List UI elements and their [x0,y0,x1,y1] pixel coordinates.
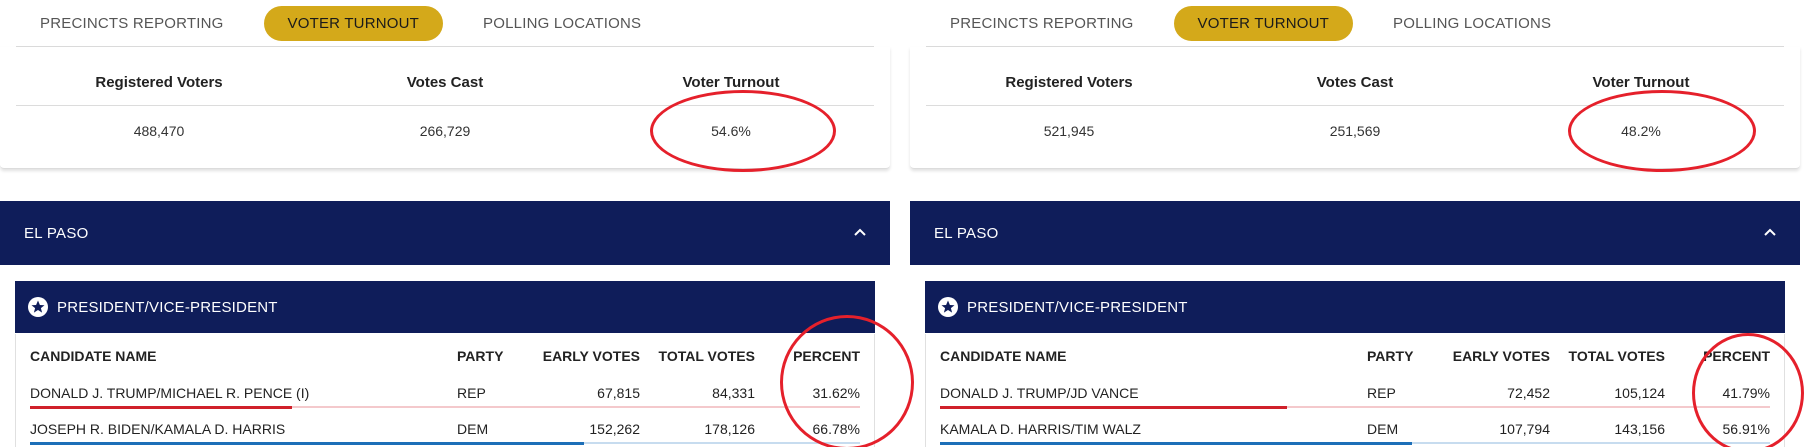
candidate-name: DONALD J. TRUMP/MICHAEL R. PENCE (I) [30,385,310,401]
percent: 56.91% [1722,421,1770,437]
tab-polling-locations[interactable]: POLLING LOCATIONS [483,14,642,32]
county-header[interactable]: EL PASO [0,201,890,265]
tab-voter-turnout[interactable]: VOTER TURNOUT [1173,5,1354,41]
voter-turnout-value: 48.2% [1621,123,1661,139]
early-votes: 67,815 [597,385,640,401]
candidate-name: JOSEPH R. BIDEN/KAMALA D. HARRIS [30,421,286,437]
early-votes: 107,794 [1499,421,1550,437]
col-total-votes: TOTAL VOTES [1568,348,1665,364]
col-party: PARTY [457,348,504,364]
race-header: PRESIDENT/VICE-PRESIDENT [925,281,1785,333]
table-header: CANDIDATE NAME PARTY EARLY VOTES TOTAL V… [30,344,860,368]
tab-polling-locations[interactable]: POLLING LOCATIONS [1393,14,1552,32]
turnout-card: Registered Voters Votes Cast Voter Turno… [910,47,1800,169]
race-header: PRESIDENT/VICE-PRESIDENT [15,281,875,333]
registered-voters-value: 521,945 [1043,123,1095,139]
divider [926,105,1784,106]
vote-share-track [1412,442,1770,444]
col-early-votes: EARLY VOTES [542,348,640,364]
vote-share-fill [30,442,585,445]
col-total-votes: TOTAL VOTES [658,348,755,364]
votes-cast-header: Votes Cast [1316,73,1394,91]
results-table: CANDIDATE NAME PARTY EARLY VOTES TOTAL V… [15,334,875,447]
divider [16,105,874,106]
vote-share-bar [940,406,1770,409]
votes-cast-header: Votes Cast [406,73,484,91]
star-badge-icon [28,297,48,317]
registered-voters-value: 488,470 [133,123,185,139]
col-percent: PERCENT [793,348,860,364]
star-badge-icon [938,297,958,317]
total-votes: 105,124 [1614,385,1665,401]
results-table: CANDIDATE NAME PARTY EARLY VOTES TOTAL V… [925,334,1785,447]
candidate-party: DEM [457,421,489,437]
race-title: PRESIDENT/VICE-PRESIDENT [57,298,278,316]
race-title: PRESIDENT/VICE-PRESIDENT [967,298,1188,316]
tab-voter-turnout[interactable]: VOTER TURNOUT [263,5,444,41]
percent: 66.78% [812,421,860,437]
candidate-party: REP [457,385,486,401]
early-votes: 72,452 [1507,385,1550,401]
county-name: EL PASO [934,224,999,242]
results-panel-left: PRECINCTS REPORTING VOTER TURNOUT POLLIN… [0,0,890,447]
candidate-name: KAMALA D. HARRIS/TIM WALZ [940,421,1141,437]
tab-bar: PRECINCTS REPORTING VOTER TURNOUT POLLIN… [16,0,874,47]
turnout-card: Registered Voters Votes Cast Voter Turno… [0,47,890,169]
total-votes: 178,126 [704,421,755,437]
county-name: EL PASO [24,224,89,242]
county-header[interactable]: EL PASO [910,201,1800,265]
candidate-party: DEM [1367,421,1399,437]
tab-precincts-reporting[interactable]: PRECINCTS REPORTING [950,14,1134,32]
percent: 41.79% [1722,385,1770,401]
table-row: DONALD J. TRUMP/MICHAEL R. PENCE (I) REP… [30,380,860,406]
tab-precincts-reporting[interactable]: PRECINCTS REPORTING [40,14,224,32]
voter-turnout-header: Voter Turnout [682,73,780,91]
vote-share-bar [30,406,860,409]
vote-share-bar [940,442,1770,445]
early-votes: 152,262 [589,421,640,437]
table-row: KAMALA D. HARRIS/TIM WALZ DEM 107,794 14… [940,416,1770,442]
votes-cast-value: 251,569 [1329,123,1381,139]
results-panel-right: PRECINCTS REPORTING VOTER TURNOUT POLLIN… [910,0,1800,447]
total-votes: 84,331 [712,385,755,401]
percent: 31.62% [812,385,860,401]
col-party: PARTY [1367,348,1414,364]
vote-share-fill [940,442,1413,445]
votes-cast-value: 266,729 [419,123,471,139]
col-candidate-name: CANDIDATE NAME [30,348,157,364]
vote-share-bar [30,442,860,445]
candidate-name: DONALD J. TRUMP/JD VANCE [940,385,1139,401]
vote-share-track [1286,406,1770,408]
tab-bar: PRECINCTS REPORTING VOTER TURNOUT POLLIN… [926,0,1784,47]
candidate-party: REP [1367,385,1396,401]
vote-share-fill [940,406,1287,409]
registered-voters-header: Registered Voters [95,73,223,91]
vote-share-track [584,442,860,444]
vote-share-fill [30,406,293,409]
col-candidate-name: CANDIDATE NAME [940,348,1067,364]
col-early-votes: EARLY VOTES [1452,348,1550,364]
vote-share-track [292,406,860,408]
voter-turnout-header: Voter Turnout [1592,73,1690,91]
chevron-up-icon[interactable] [852,225,868,241]
total-votes: 143,156 [1614,421,1665,437]
voter-turnout-value: 54.6% [711,123,751,139]
col-percent: PERCENT [1703,348,1770,364]
table-row: JOSEPH R. BIDEN/KAMALA D. HARRIS DEM 152… [30,416,860,442]
registered-voters-header: Registered Voters [1005,73,1133,91]
chevron-up-icon[interactable] [1762,225,1778,241]
table-row: DONALD J. TRUMP/JD VANCE REP 72,452 105,… [940,380,1770,406]
table-header: CANDIDATE NAME PARTY EARLY VOTES TOTAL V… [940,344,1770,368]
